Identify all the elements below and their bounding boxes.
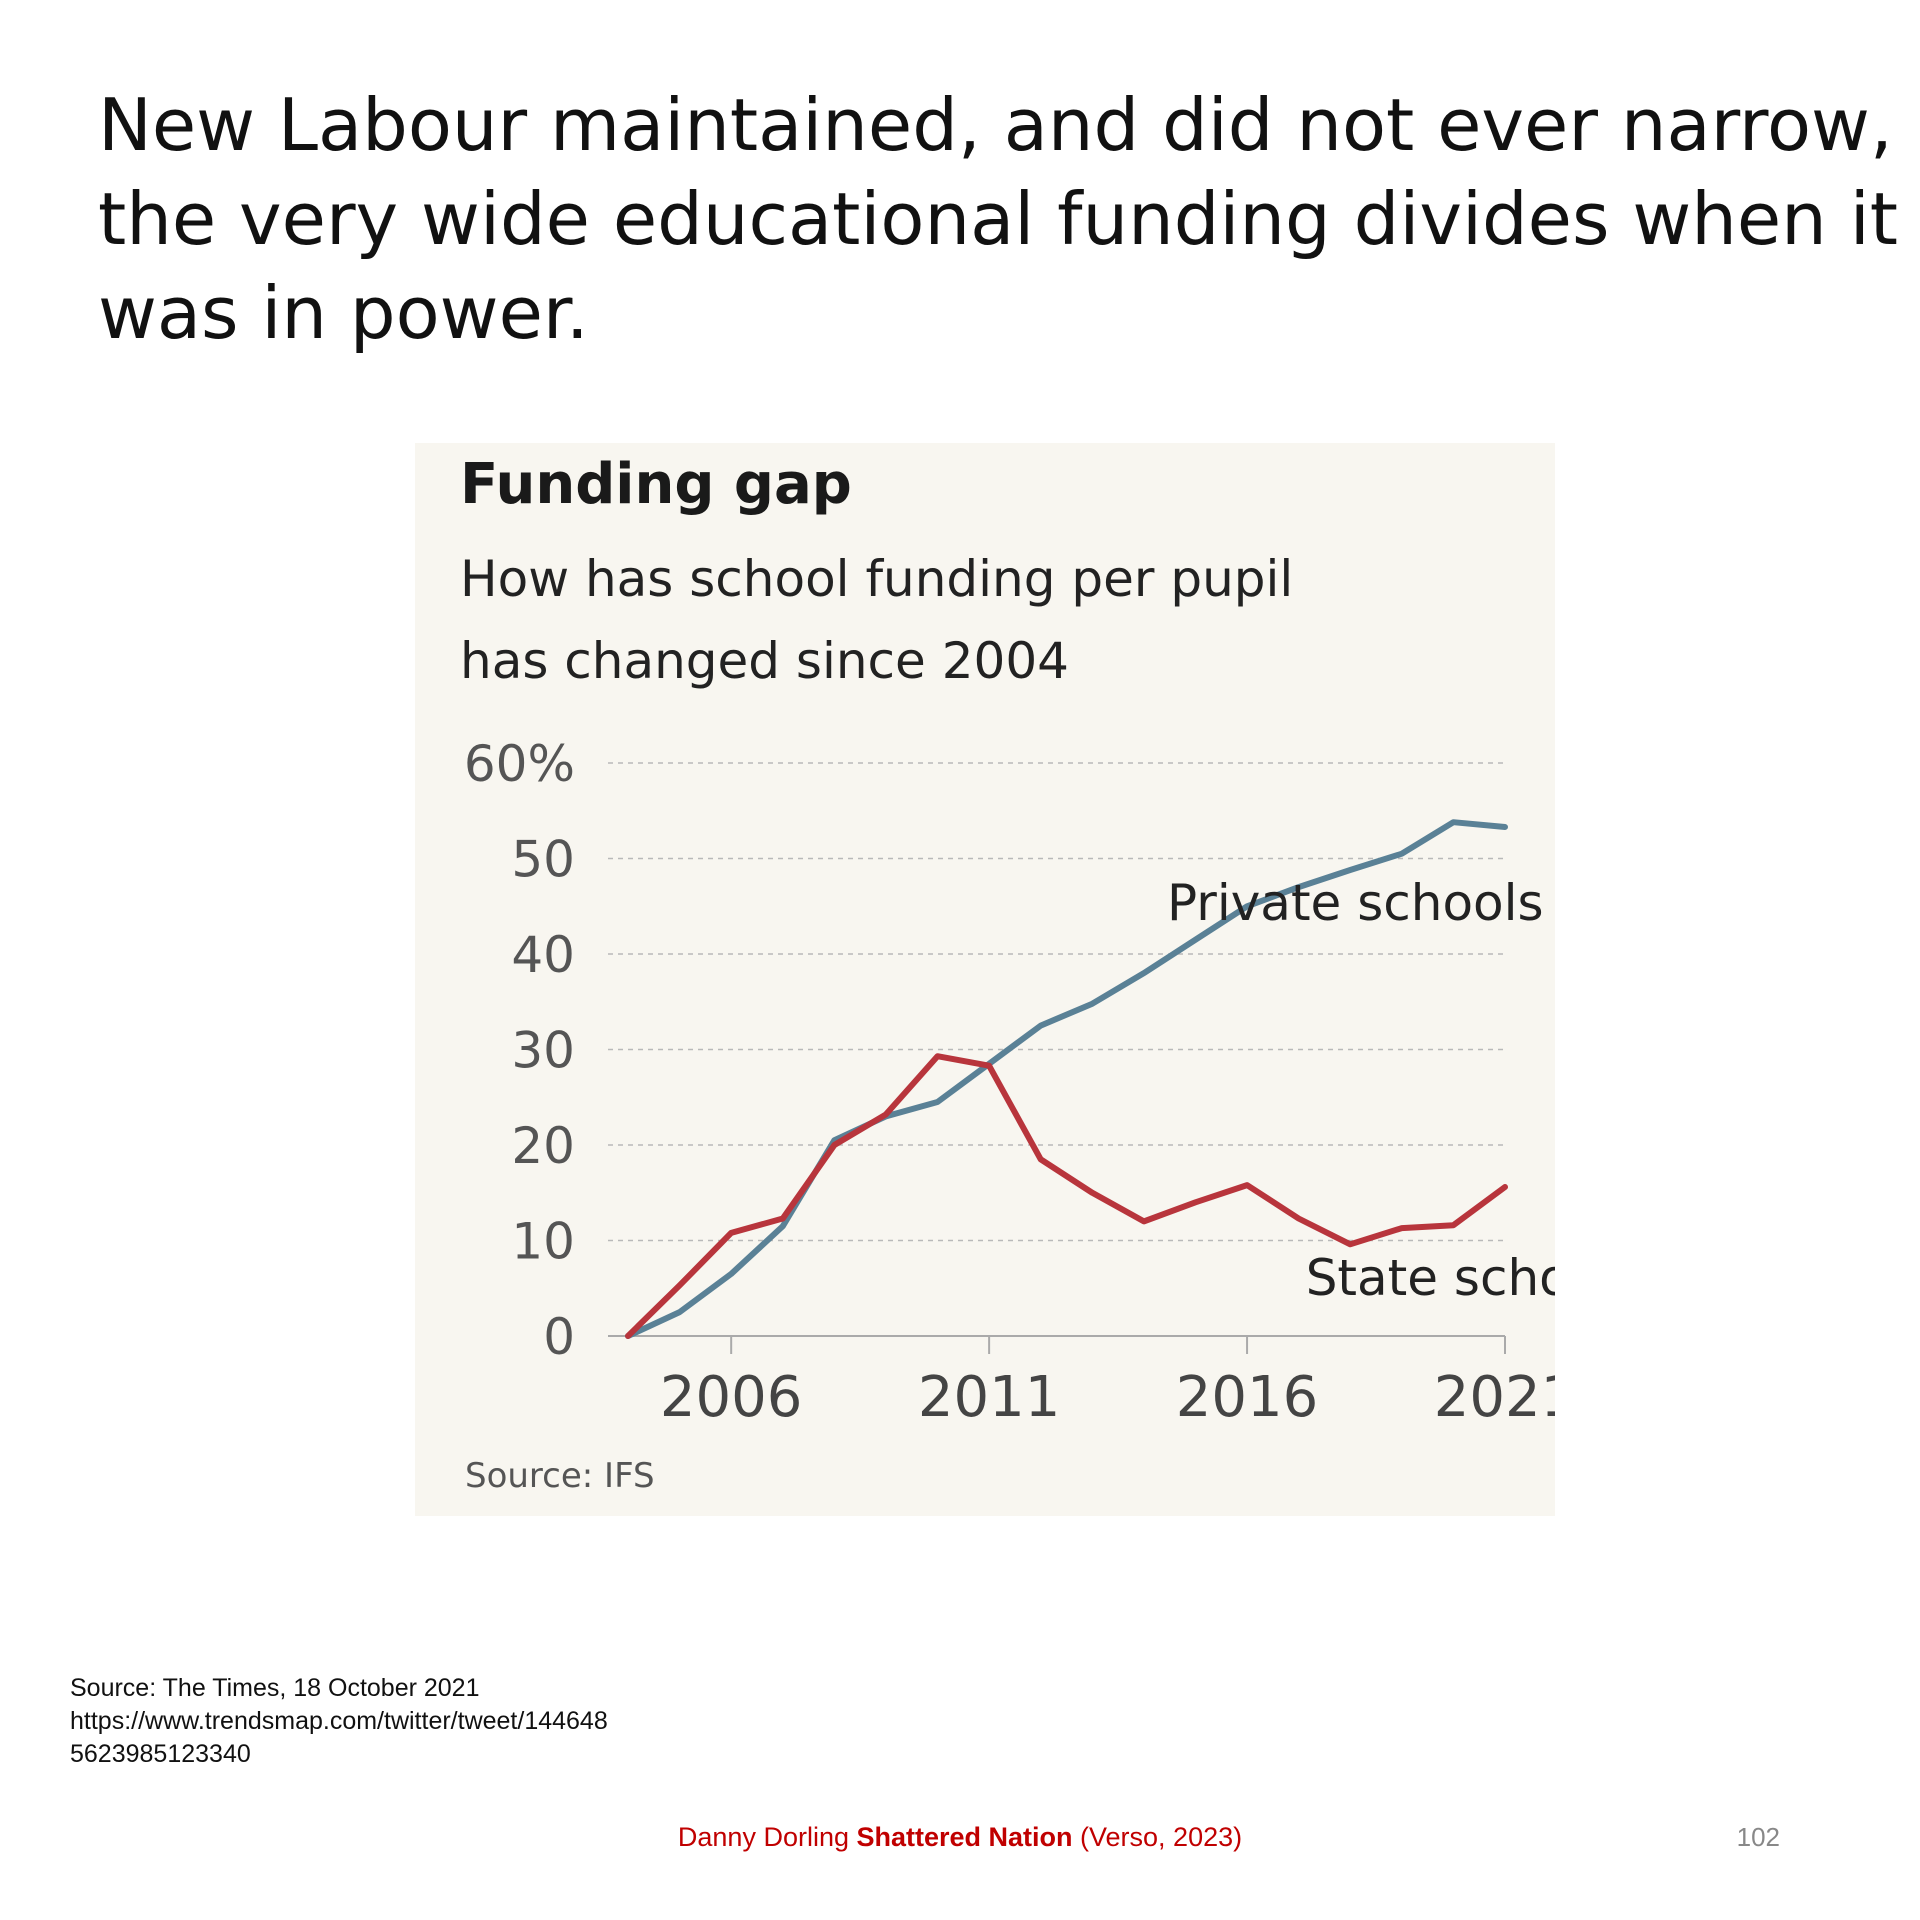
series-line-state-schools (625, 1053, 1508, 1339)
chart-axes: 0 10 20 30 40 50 60% 2006 2011 2016 2021 (464, 735, 1555, 1430)
credit-book-title: Shattered Nation (856, 1822, 1073, 1852)
y-tick-label-60: 60% (464, 735, 575, 793)
book-credit: Danny Dorling Shattered Nation (Verso, 2… (560, 1822, 1360, 1853)
series-line-private-schools (625, 819, 1508, 1339)
credit-publisher: (Verso, 2023) (1072, 1822, 1243, 1852)
x-tick-label-2021: 2021 (1434, 1365, 1555, 1430)
chart-panel: Funding gap How has school funding per p… (415, 443, 1555, 1516)
legend-state-schools: State schools (1306, 1249, 1555, 1307)
y-tick-label-30: 30 (511, 1022, 575, 1080)
page-number: 102 (1736, 1822, 1780, 1852)
chart-title: Funding gap (460, 452, 852, 517)
x-tick-label-2006: 2006 (660, 1365, 803, 1430)
y-tick-label-40: 40 (511, 926, 575, 984)
y-tick-label-0: 0 (543, 1308, 575, 1366)
source-link[interactable]: https://www.trendsmap.com/twitter/tweet/… (70, 1707, 608, 1768)
source-line-1: Source: The Times, 18 October 2021 (70, 1674, 480, 1702)
x-tick-label-2016: 2016 (1176, 1365, 1319, 1430)
chart-subtitle-line-2: has changed since 2004 (460, 632, 1069, 690)
slide-title: New Labour maintained, and did not ever … (98, 83, 1898, 355)
credit-author: Danny Dorling (677, 1822, 857, 1852)
funding-gap-chart: Funding gap How has school funding per p… (460, 452, 1555, 1496)
x-tick-label-2011: 2011 (918, 1365, 1061, 1430)
y-tick-label-10: 10 (511, 1213, 575, 1271)
y-tick-label-50: 50 (511, 831, 575, 889)
source-footnote: Source: The Times, 18 October 2021 https… (70, 1672, 610, 1771)
chart-series (625, 819, 1508, 1339)
legend-private-schools: Private schools (1167, 874, 1544, 932)
y-tick-label-20: 20 (511, 1117, 575, 1175)
chart-source: Source: IFS (465, 1456, 655, 1496)
chart-subtitle-line-1: How has school funding per pupil (460, 550, 1293, 608)
